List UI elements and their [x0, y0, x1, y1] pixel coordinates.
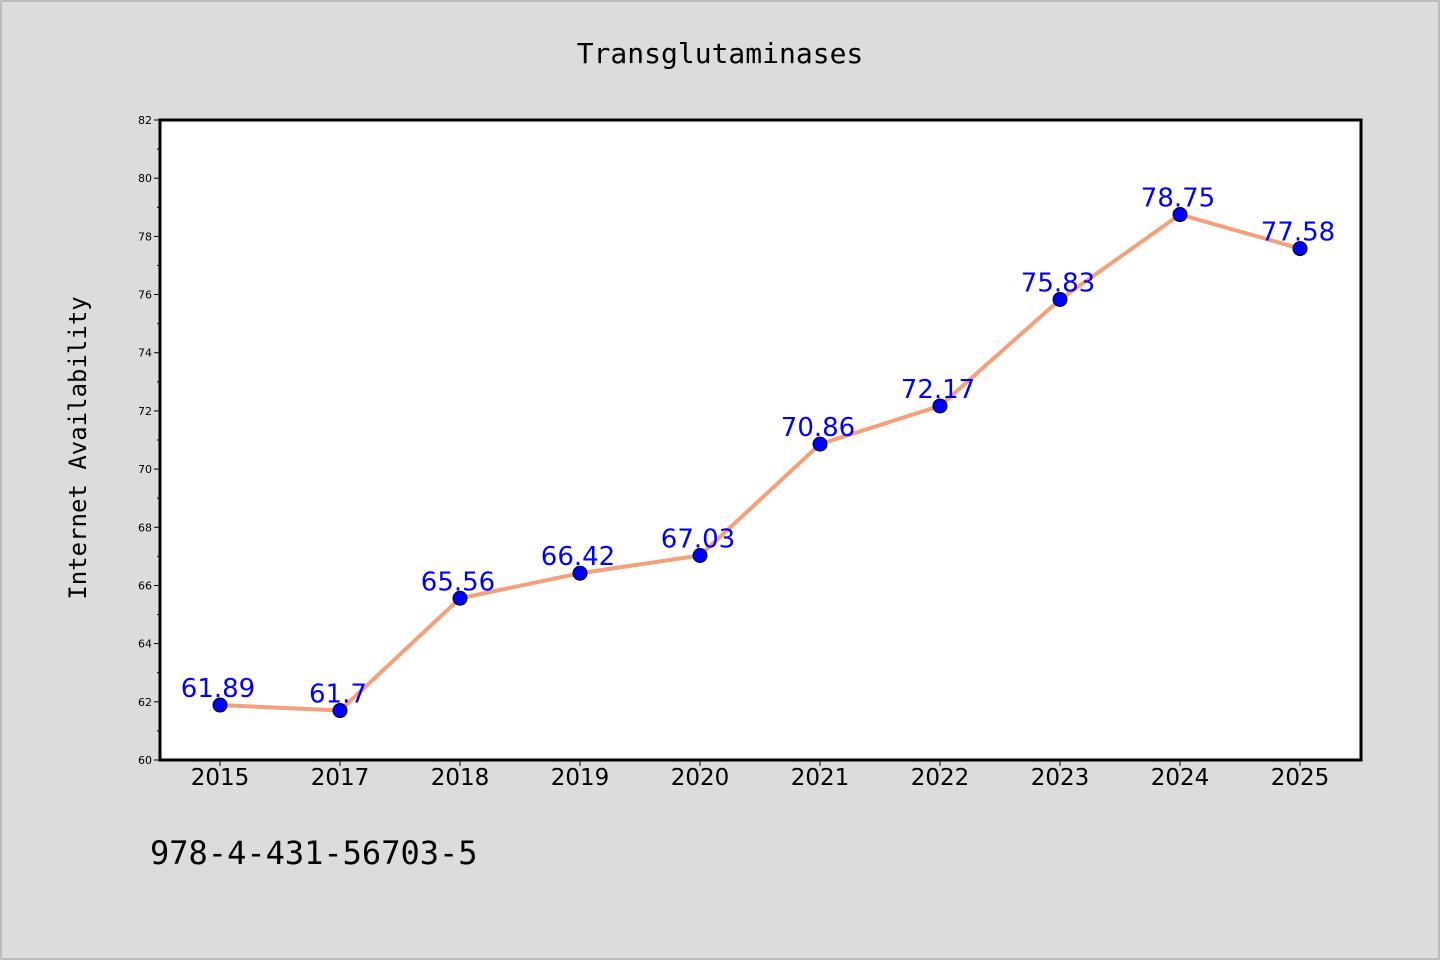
- y-tick-label: 66: [138, 579, 152, 592]
- data-label: 61.89: [181, 674, 255, 704]
- x-tick-label: 2024: [1151, 765, 1210, 791]
- x-tick-label: 2022: [911, 765, 970, 791]
- data-point: [1292, 241, 1308, 257]
- y-tick-label: 70: [138, 463, 152, 476]
- data-point: [1052, 291, 1068, 307]
- y-tick-label: 60: [138, 754, 152, 767]
- series-line: [218, 212, 1302, 713]
- x-tick-label: 2015: [191, 765, 250, 791]
- data-point: [932, 398, 948, 414]
- data-point: [812, 436, 828, 452]
- data-label: 70.86: [781, 413, 855, 443]
- data-label: 61.7: [309, 680, 367, 710]
- y-tick-label: 64: [138, 638, 152, 651]
- data-point: [1172, 207, 1188, 223]
- y-tick-label: 76: [138, 289, 152, 302]
- data-point: [332, 703, 348, 719]
- y-tick-label: 74: [138, 347, 152, 360]
- data-label: 78.75: [1141, 184, 1215, 214]
- isbn-text: 978-4-431-56703-5: [150, 834, 478, 872]
- x-tick-label: 2020: [671, 765, 730, 791]
- data-point: [692, 547, 708, 563]
- data-label: 67.03: [661, 524, 735, 554]
- data-label: 75.83: [1021, 268, 1095, 298]
- data-point: [212, 697, 228, 713]
- x-tick-label: 2018: [431, 765, 490, 791]
- y-tick-label: 80: [138, 172, 152, 185]
- y-tick-label: 72: [138, 405, 152, 418]
- x-tick-label: 2017: [311, 765, 370, 791]
- y-tick-label: 68: [138, 521, 152, 534]
- x-axis: 2015 2017 2018 2019 2020 2021 2022 2023 2024 2025: [191, 760, 1330, 791]
- x-tick-label: 2019: [551, 765, 610, 791]
- y-tick-label: 78: [138, 230, 152, 243]
- data-label: 77.58: [1261, 218, 1335, 248]
- plot-frame: [158, 118, 1363, 762]
- data-label: 66.42: [541, 542, 615, 572]
- chart-title: Transglutaminases: [577, 37, 864, 70]
- data-series: 61.89 61.7 65.56 66.42 67.03 70.86 72.17 75.83 7…: [181, 184, 1335, 719]
- y-tick-label: 82: [138, 114, 152, 127]
- x-tick-label: 2023: [1031, 765, 1090, 791]
- x-tick-label: 2025: [1271, 765, 1330, 791]
- data-point: [572, 565, 588, 581]
- x-tick-label: 2021: [791, 765, 850, 791]
- y-tick-label: 62: [138, 696, 152, 709]
- data-label: 65.56: [421, 567, 495, 597]
- y-axis-label: Internet Availability: [64, 296, 92, 599]
- data-point: [452, 590, 468, 606]
- data-label: 72.17: [901, 375, 975, 405]
